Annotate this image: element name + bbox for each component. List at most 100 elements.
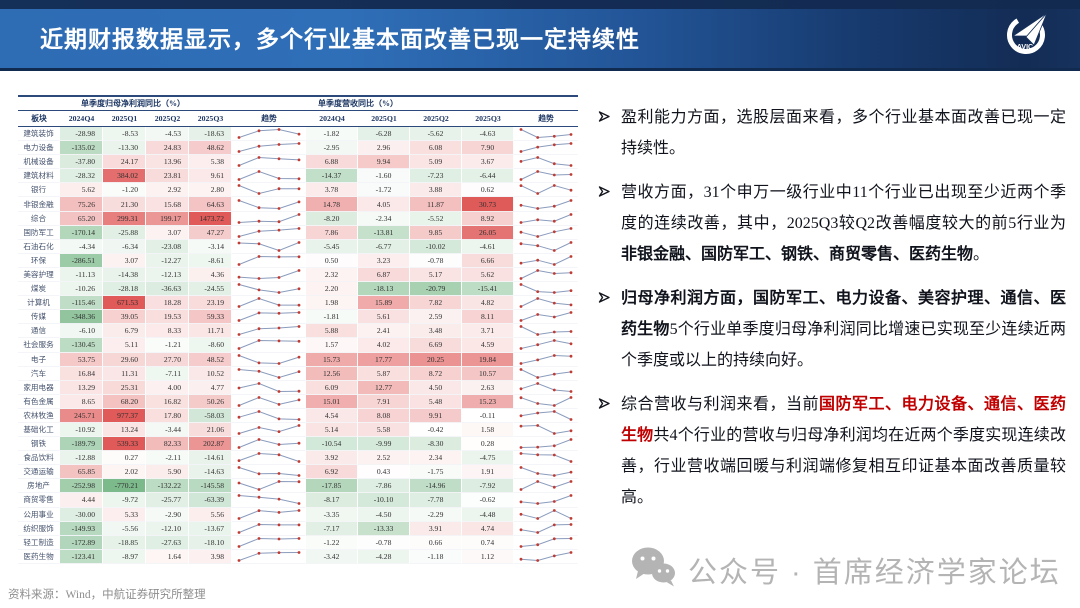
profit-cell: 47.27 [189,225,232,240]
profit-cell: -132.22 [146,479,189,494]
table-row: 公用事业 -30.00 5.33 -2.90 5.56 -3.35 -4.50 -2.29 -4… [18,507,578,522]
revenue-cell: 4.82 [462,296,514,311]
revenue-cell: 1.57 [306,338,358,353]
revenue-cell: 9.91 [410,408,462,423]
profit-cell: 6.79 [103,324,146,339]
wechat-icon [630,546,676,593]
sector-label: 石油石化 [18,239,60,254]
revenue-cell: 0.62 [462,183,514,198]
trend-sparkline [519,410,572,421]
profit-cell: 15.68 [146,197,189,212]
profit-cell: 23.19 [189,296,232,311]
avic-logo-icon: AVIC [1000,7,1054,66]
sector-label: 电力设备 [18,141,60,156]
table-row: 电力设备 -135.02 -13.30 24.83 48.62 -2.95 2.96 6.08… [18,141,578,156]
trend-sparkline [519,269,572,280]
group-header-revenue: 单季度营收同比（%） [318,99,398,108]
revenue-cell: 0.28 [462,437,514,452]
profit-cell: 671.53 [103,296,146,311]
profit-cell: -3.14 [189,239,232,254]
revenue-cell: 17.77 [358,352,410,367]
revenue-cell: 6.92 [306,465,358,480]
revenue-cell: 0.66 [410,535,462,550]
revenue-cell: 8.08 [358,408,410,423]
table-group-header-row: 单季度归母净利润同比（%） 单季度营收同比（%） [18,95,578,111]
revenue-trend-cell [514,310,578,325]
profit-cell: -145.58 [189,479,232,494]
revenue-cell: -18.13 [358,282,410,297]
profit-cell: -13.30 [103,141,146,156]
revenue-cell: 5.61 [358,310,410,325]
profit-cell: -12.88 [60,451,103,466]
sector-label: 煤炭 [18,282,60,297]
profit-cell: -115.46 [60,296,103,311]
trend-sparkline [519,452,572,464]
revenue-cell: -0.42 [410,422,462,438]
profit-cell: -58.03 [189,408,232,423]
trend-sparkline [237,128,300,139]
profit-cell: 48.62 [189,141,232,156]
table-row: 国防军工 -170.14 -25.88 3.07 47.27 7.86 -13.81 9.85… [18,225,578,240]
trend-sparkline [237,212,300,224]
revenue-cell: -4.75 [462,451,514,466]
revenue-trend-cell [514,282,578,297]
revenue-cell: -17.85 [306,479,358,494]
sector-label: 钢铁 [18,437,60,452]
revenue-cell: 4.05 [358,197,410,212]
sector-label: 美容护理 [18,267,60,283]
revenue-cell: 30.73 [462,197,514,212]
revenue-cell: 5.09 [410,155,462,170]
revenue-cell: 7.86 [306,225,358,240]
profit-cell: -8.60 [189,338,232,353]
trend-sparkline [237,198,300,210]
sector-label: 建筑装饰 [18,127,60,142]
revenue-cell: -7.23 [410,169,462,184]
trend-sparkline [237,311,300,323]
table-row: 食品饮料 -12.88 0.27 -2.11 -14.61 3.92 2.52 2.34 -4.… [18,451,578,466]
revenue-trend-cell [514,197,578,212]
profit-cell: 64.63 [189,197,232,212]
trend-sparkline [519,156,572,168]
profit-cell: -8.53 [103,127,146,142]
revenue-cell: -7.17 [306,521,358,536]
trend-sparkline [237,395,300,407]
table-row: 计算机 -115.46 671.53 18.28 23.19 1.98 15.89 7.82 4… [18,296,578,311]
profit-cell: 4.77 [189,380,232,395]
revenue-cell: 12.77 [358,380,410,395]
revenue-cell: -8.17 [306,493,358,508]
sector-label: 汽车 [18,366,60,381]
revenue-cell: -15.41 [462,282,514,297]
revenue-cell: 1.58 [462,422,514,438]
trend-sparkline [519,254,572,266]
profit-cell: 1473.72 [189,211,232,226]
profit-trend-cell [232,451,306,466]
profit-cell: -28.98 [60,127,103,142]
revenue-cell: 4.74 [462,521,514,536]
revenue-cell: -4.48 [462,507,514,522]
revenue-cell: -0.78 [358,535,410,550]
revenue-trend-cell [514,535,578,550]
revenue-cell: -1.82 [306,127,358,142]
sector-label: 综合 [18,211,60,226]
profit-trend-cell [232,324,306,339]
trend-sparkline [237,424,300,435]
profit-cell: -63.39 [189,493,232,508]
revenue-cell: 15.01 [306,394,358,409]
profit-trend-cell [232,479,306,494]
trend-sparkline [519,381,572,393]
profit-cell: 0.27 [103,451,146,466]
bullet-run: 盈利能力方面，选股层面来看，多个行业基本面改善已现一定持续性。 [621,109,1066,157]
profit-cell: 199.17 [146,211,189,226]
profit-trend-cell [232,535,306,550]
column-header-1: 2024Q4 [68,114,95,123]
profit-cell: -123.41 [60,549,103,564]
trend-sparkline [519,550,572,562]
revenue-cell: -1.18 [410,549,462,564]
table-row: 通信 -6.10 6.79 8.33 11.71 5.88 2.41 3.48 3.71 [18,324,578,339]
bullet-arrow-icon [598,291,611,376]
sector-label: 通信 [18,324,60,339]
revenue-cell: 5.62 [462,267,514,283]
trend-sparkline [237,367,300,379]
bullet-run: 非银金融、国防军工、钢铁、商贸零售、医药生物 [621,246,974,263]
trend-sparkline [519,480,572,492]
